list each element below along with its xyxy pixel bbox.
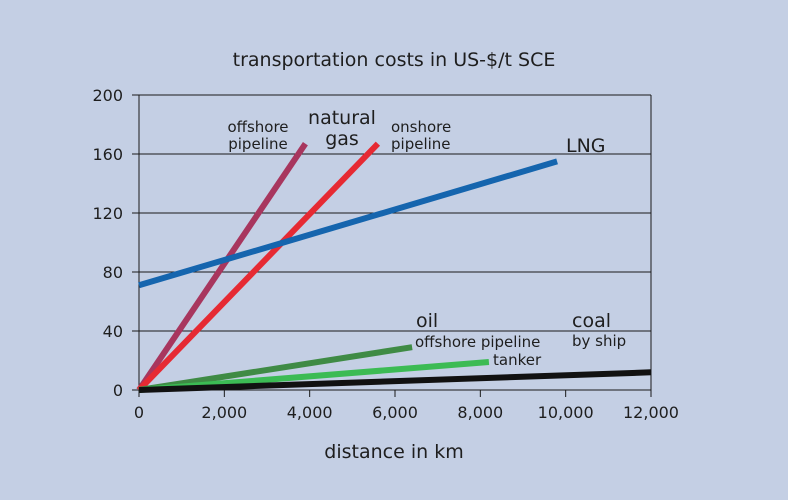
x-tick-label-0: 0 (134, 403, 144, 422)
annotation-oil: oil (416, 310, 438, 332)
series-line-LNG (138, 158, 558, 289)
annotation-coal-by-ship: by ship (572, 332, 626, 350)
y-tick-label-120: 120 (92, 204, 123, 223)
x-tick-label-2000: 2,000 (201, 403, 247, 422)
annotation-onshore-pipeline-2: pipeline (391, 135, 451, 153)
annotation-lng: LNG (566, 135, 606, 157)
annotation-natural-gas-1: natural (308, 107, 376, 129)
y-tick-label-80: 80 (103, 263, 123, 282)
x-tick-label-10000: 10,000 (538, 403, 594, 422)
x-tick-label-8000: 8,000 (457, 403, 503, 422)
y-tick-label-200: 200 (92, 86, 123, 105)
annotation-natural-gas-2: gas (325, 128, 359, 150)
annotation-oil-offshore-pipeline: offshore pipeline (415, 333, 540, 351)
annotation-coal: coal (572, 310, 611, 332)
grid-layer (139, 94, 651, 332)
y-tick-label-0: 0 (113, 381, 123, 400)
y-tick-label-40: 40 (103, 322, 123, 341)
series-line-natural-gas-offshore-pipeline (136, 142, 308, 392)
y-tick-label-160: 160 (92, 145, 123, 164)
x-tick-label-6000: 6,000 (372, 403, 418, 422)
x-axis-label: distance in km (324, 441, 463, 463)
annotation-onshore-pipeline-1: onshore (391, 118, 451, 136)
x-tick-label-4000: 4,000 (287, 403, 333, 422)
series-line-coal-by-ship (138, 369, 652, 393)
x-tick-label-12000: 12,000 (623, 403, 679, 422)
annotation-offshore-pipeline-1: offshore (227, 118, 288, 136)
chart-title: transportation costs in US-$/t SCE (233, 49, 556, 71)
annotation-offshore-pipeline-2: pipeline (228, 135, 288, 153)
series-layer (136, 141, 652, 393)
series-line-natural-gas-onshore-pipeline (136, 141, 381, 393)
annotation-oil-tanker: tanker (493, 351, 542, 369)
series-line-oil-offshore-pipeline (138, 344, 413, 393)
